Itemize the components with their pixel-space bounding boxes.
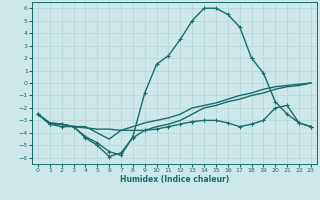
X-axis label: Humidex (Indice chaleur): Humidex (Indice chaleur) [120,175,229,184]
